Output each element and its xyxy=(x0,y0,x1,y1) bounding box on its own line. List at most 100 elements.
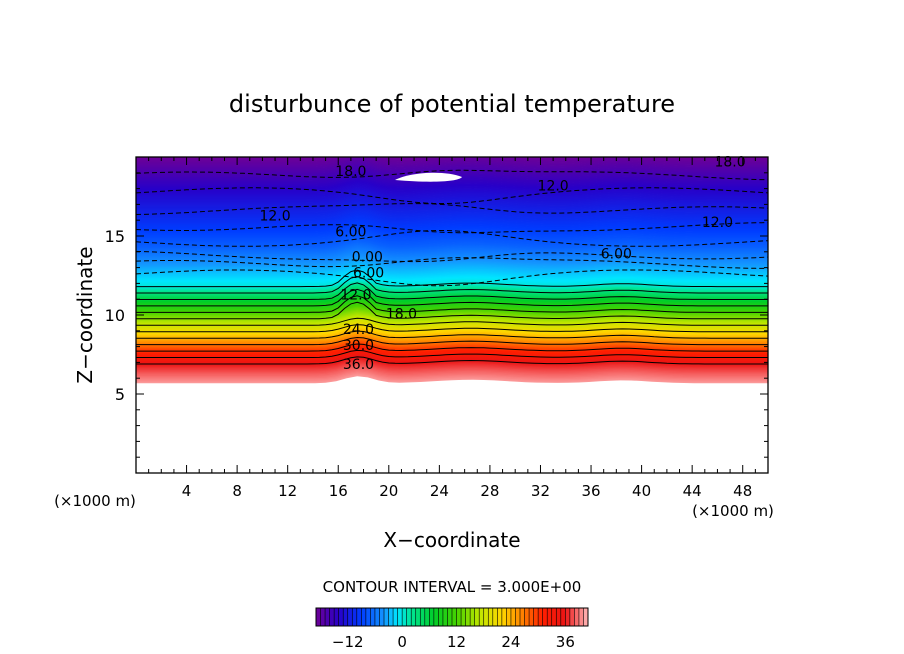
colorbar-cell xyxy=(501,608,507,626)
colorbar-cell xyxy=(365,608,371,626)
contour-line-negative xyxy=(136,203,768,215)
contour-label: 36.0 xyxy=(343,357,374,373)
contour-label: 24.0 xyxy=(343,322,374,338)
contour-label: 30.0 xyxy=(343,338,374,354)
colorbar-cell xyxy=(320,608,326,626)
colorbar-cell xyxy=(524,608,530,626)
colorbar-cell xyxy=(465,608,471,626)
contour-label: 12.0 xyxy=(340,287,371,303)
colorbar-cell xyxy=(316,608,321,626)
colorbar-tick-label: 12 xyxy=(447,633,466,651)
colorbar-cell xyxy=(329,608,335,626)
colorbar-cell xyxy=(483,608,489,626)
x-tick-label: 4 xyxy=(182,482,192,500)
colorbar-cell xyxy=(583,608,589,626)
chart-title: disturbunce of potential temperature xyxy=(229,90,675,118)
contour-line-negative xyxy=(136,269,768,287)
color-band xyxy=(136,148,768,157)
colorbar-tick-label: 0 xyxy=(397,633,407,651)
colorbar-tick-label: −12 xyxy=(332,633,364,651)
x-tick-label: 48 xyxy=(733,482,752,500)
colorbar-cell xyxy=(506,608,512,626)
colorbar-cell xyxy=(438,608,444,626)
colorbar-cell xyxy=(497,608,503,626)
y-tick-label: 10 xyxy=(105,306,125,325)
contour-label: 12.0 xyxy=(702,215,733,231)
colorbar-cell xyxy=(388,608,394,626)
colorbar-cell xyxy=(551,608,557,626)
colorbar-cell xyxy=(578,608,584,626)
x-tick-label: 20 xyxy=(379,482,398,500)
colorbar-cell xyxy=(569,608,575,626)
contour-label: 18.0 xyxy=(386,306,417,322)
colorbar-cell xyxy=(510,608,516,626)
colorbar-cell xyxy=(542,608,548,626)
contour-line xyxy=(136,324,768,333)
colorbar-cell xyxy=(325,608,330,626)
contour-line-negative xyxy=(136,257,768,269)
colorbar-cell xyxy=(456,608,462,626)
contour-line xyxy=(136,330,768,339)
colorbar-cell xyxy=(447,608,453,626)
colorbar-tick-label: 24 xyxy=(501,633,520,651)
x-unit-label: (×1000 m) xyxy=(692,502,774,520)
colorbar-cell xyxy=(415,608,421,626)
contour-label: 0.00 xyxy=(352,250,383,266)
colorbar-cell xyxy=(538,608,543,626)
colorbar-cell xyxy=(515,608,521,626)
colorbar-cell xyxy=(420,608,426,626)
colorbar-cell xyxy=(393,608,398,626)
colorbar-cell xyxy=(529,608,534,626)
axis-ticks xyxy=(136,157,768,473)
contour-line xyxy=(136,336,768,346)
x-axis-label: X−coordinate xyxy=(383,528,520,552)
colorbar-cell xyxy=(492,608,498,626)
contour-line-negative xyxy=(136,250,768,263)
colorbar-cell xyxy=(574,608,580,626)
white-blob xyxy=(395,172,462,182)
contour-interval-text: CONTOUR INTERVAL = 3.000E+00 xyxy=(323,578,582,596)
plot-area xyxy=(136,148,768,473)
contour-line xyxy=(136,295,768,313)
colorbar-cell xyxy=(402,608,407,626)
contour-line xyxy=(136,269,768,288)
colorbar-cell xyxy=(461,608,466,626)
contour-label: 12.0 xyxy=(259,208,290,224)
x-tick-label: 24 xyxy=(430,482,449,500)
colorbar-cell xyxy=(424,608,430,626)
colorbar-cell xyxy=(370,608,376,626)
colorbar-cell xyxy=(488,608,494,626)
contour-lines xyxy=(136,169,768,365)
color-band xyxy=(136,157,768,161)
color-band xyxy=(136,157,768,160)
contour-label: 6.00 xyxy=(353,265,384,281)
colorbar-cell xyxy=(474,608,480,626)
colorbar-cell xyxy=(379,608,385,626)
contour-line-negative xyxy=(136,169,768,181)
colorbar-tick-label: 36 xyxy=(556,633,575,651)
contour-line-negative xyxy=(136,187,768,204)
colorbar-cell xyxy=(397,608,403,626)
contour-labels: 18.018.012.012.0 12.06.006.000.006.0012.0… xyxy=(259,155,745,373)
colorbar-cell xyxy=(356,608,362,626)
colorbar-cell xyxy=(433,608,439,626)
contour-label: 18.0 xyxy=(714,155,745,171)
contour-line xyxy=(136,275,768,294)
x-tick-label: 36 xyxy=(581,482,600,500)
x-tick-label: 44 xyxy=(683,482,702,500)
colorbar-cell xyxy=(411,608,417,626)
colorbar-cell xyxy=(374,608,380,626)
colorbar-cell xyxy=(547,608,553,626)
colorbar-cell xyxy=(352,608,358,626)
color-band xyxy=(136,157,768,163)
contour-label: 12.0 xyxy=(538,178,569,194)
colorbar xyxy=(315,607,589,627)
colorbar-cell xyxy=(533,608,539,626)
y-tick-label: 15 xyxy=(105,227,125,246)
contour-line-negative xyxy=(136,230,768,247)
y-tick-labels: 5 10 15 xyxy=(105,227,125,404)
colorbar-cell xyxy=(429,608,435,626)
x-tick-label: 40 xyxy=(632,482,651,500)
x-tick-label: 28 xyxy=(480,482,499,500)
